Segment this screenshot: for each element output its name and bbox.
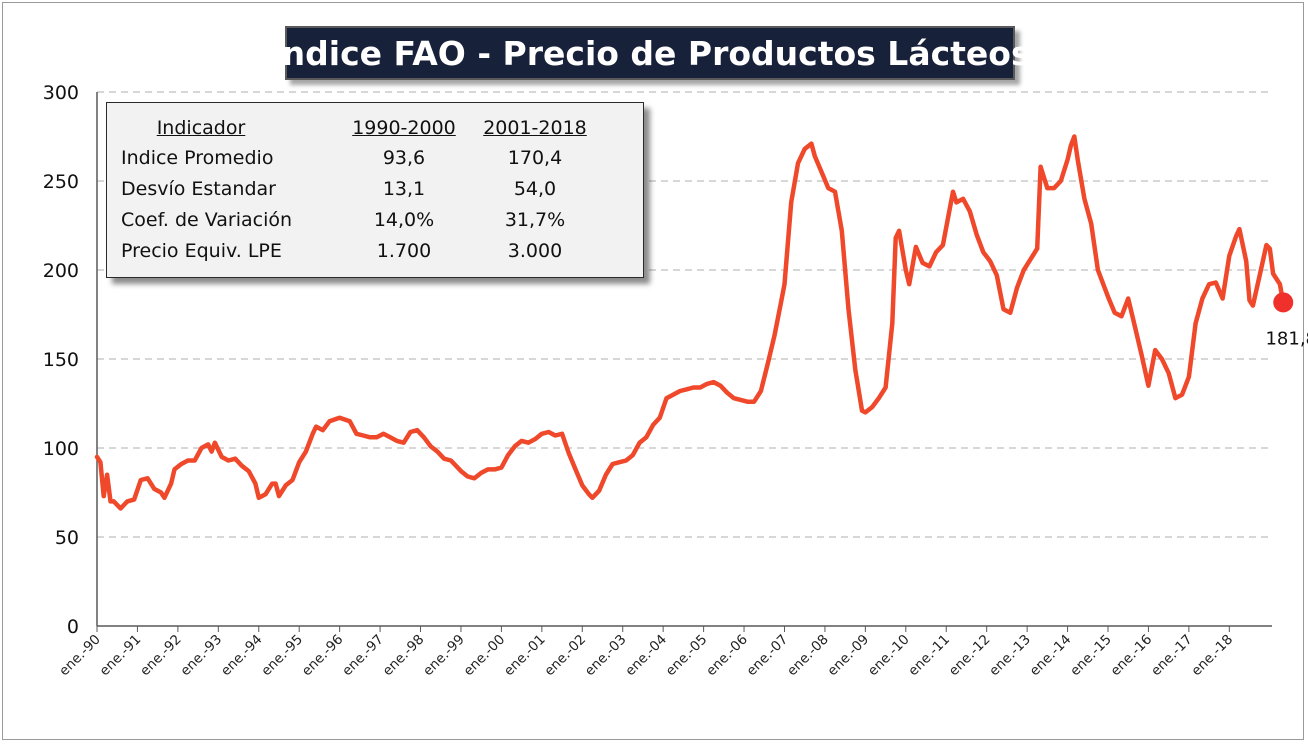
stats-row-value-2: 170,4 (507, 147, 563, 169)
x-tick-label: ene.-12 (946, 632, 994, 680)
x-tick-label: ene.-16 (1108, 632, 1156, 680)
x-tick-label: ene.-04 (622, 632, 670, 680)
stats-row-value-2: 54,0 (513, 178, 557, 200)
x-tick-label: ene.-14 (1027, 632, 1075, 680)
x-tick-label: ene.-08 (784, 632, 832, 680)
y-tick-label: 250 (43, 171, 79, 193)
x-tick-label: ene.-96 (299, 632, 347, 680)
x-tick-label: ene.-09 (824, 632, 872, 680)
x-tick-label: ene.-95 (258, 632, 306, 680)
y-tick-label: 150 (43, 349, 79, 371)
x-tick-label: ene.-99 (420, 632, 468, 680)
stats-row-label: Coef. de Variación (121, 209, 293, 231)
chart-title: Indice FAO - Precio de Productos Lácteos (269, 33, 1031, 73)
x-tick-label: ene.-07 (744, 632, 792, 680)
last-point-marker (1273, 292, 1294, 313)
stats-header-indicador: Indicador (156, 117, 246, 139)
x-tick-label: ene.-03 (582, 632, 630, 680)
x-tick-label: ene.-97 (339, 632, 387, 680)
x-tick-label: ene.-92 (137, 632, 185, 680)
x-tick-label: ene.-94 (218, 632, 266, 680)
stats-row: Coef. de Variación 14,0% 31,7% (107, 209, 643, 235)
y-tick-label: 50 (55, 527, 79, 549)
x-tick-label: ene.-05 (663, 632, 711, 680)
x-tick-label: ene.-98 (380, 632, 428, 680)
stats-row-value-2: 31,7% (504, 209, 566, 231)
x-tick-label: ene.-01 (501, 632, 549, 680)
stats-table: Indicador 1990-2000 2001-2018 Indice Pro… (106, 102, 644, 278)
stats-header-period-1: 1990-2000 (352, 117, 456, 139)
stats-row: Precio Equiv. LPE 1.700 3.000 (107, 240, 643, 266)
chart-title-box: Indice FAO - Precio de Productos Lácteos (269, 26, 1031, 80)
stats-row-label: Precio Equiv. LPE (121, 240, 282, 262)
stats-row-value-1: 93,6 (382, 147, 426, 169)
price-index-line (94, 134, 1286, 511)
stats-row-value-1: 1.700 (376, 240, 432, 262)
x-tick-label: ene.-90 (56, 632, 104, 680)
y-tick-label: 100 (43, 438, 79, 460)
stats-header-period-2: 2001-2018 (483, 117, 587, 139)
stats-row-value-1: 13,1 (382, 178, 426, 200)
y-tick-label: 300 (43, 82, 79, 104)
x-tick-label: ene.-17 (1148, 632, 1196, 680)
x-tick-label: ene.-00 (460, 632, 508, 680)
x-tick-label: ene.-11 (905, 632, 953, 680)
x-tick-label: ene.-93 (177, 632, 225, 680)
x-tick-label: ene.-13 (986, 632, 1034, 680)
stats-header-row: Indicador 1990-2000 2001-2018 (107, 117, 643, 143)
x-tick-label: ene.-02 (541, 632, 589, 680)
stats-row-value-2: 3.000 (507, 240, 563, 262)
x-tick-label: ene.-18 (1188, 632, 1236, 680)
stats-row: Desvío Estandar 13,1 54,0 (107, 178, 643, 204)
x-tick-label: ene.-10 (865, 632, 913, 680)
x-tick-label: ene.-91 (97, 632, 145, 680)
x-tick-label: ene.-06 (703, 632, 751, 680)
stats-row: Indice Promedio 93,6 170,4 (107, 147, 643, 173)
y-tick-label: 200 (43, 260, 79, 282)
stats-row-label: Indice Promedio (121, 147, 274, 169)
stats-row-label: Desvío Estandar (121, 178, 276, 200)
x-tick-label: ene.-15 (1067, 632, 1115, 680)
stats-row-value-1: 14,0% (373, 209, 435, 231)
y-tick-label: 0 (67, 616, 79, 638)
last-point-label: 181,8 (1265, 328, 1308, 349)
